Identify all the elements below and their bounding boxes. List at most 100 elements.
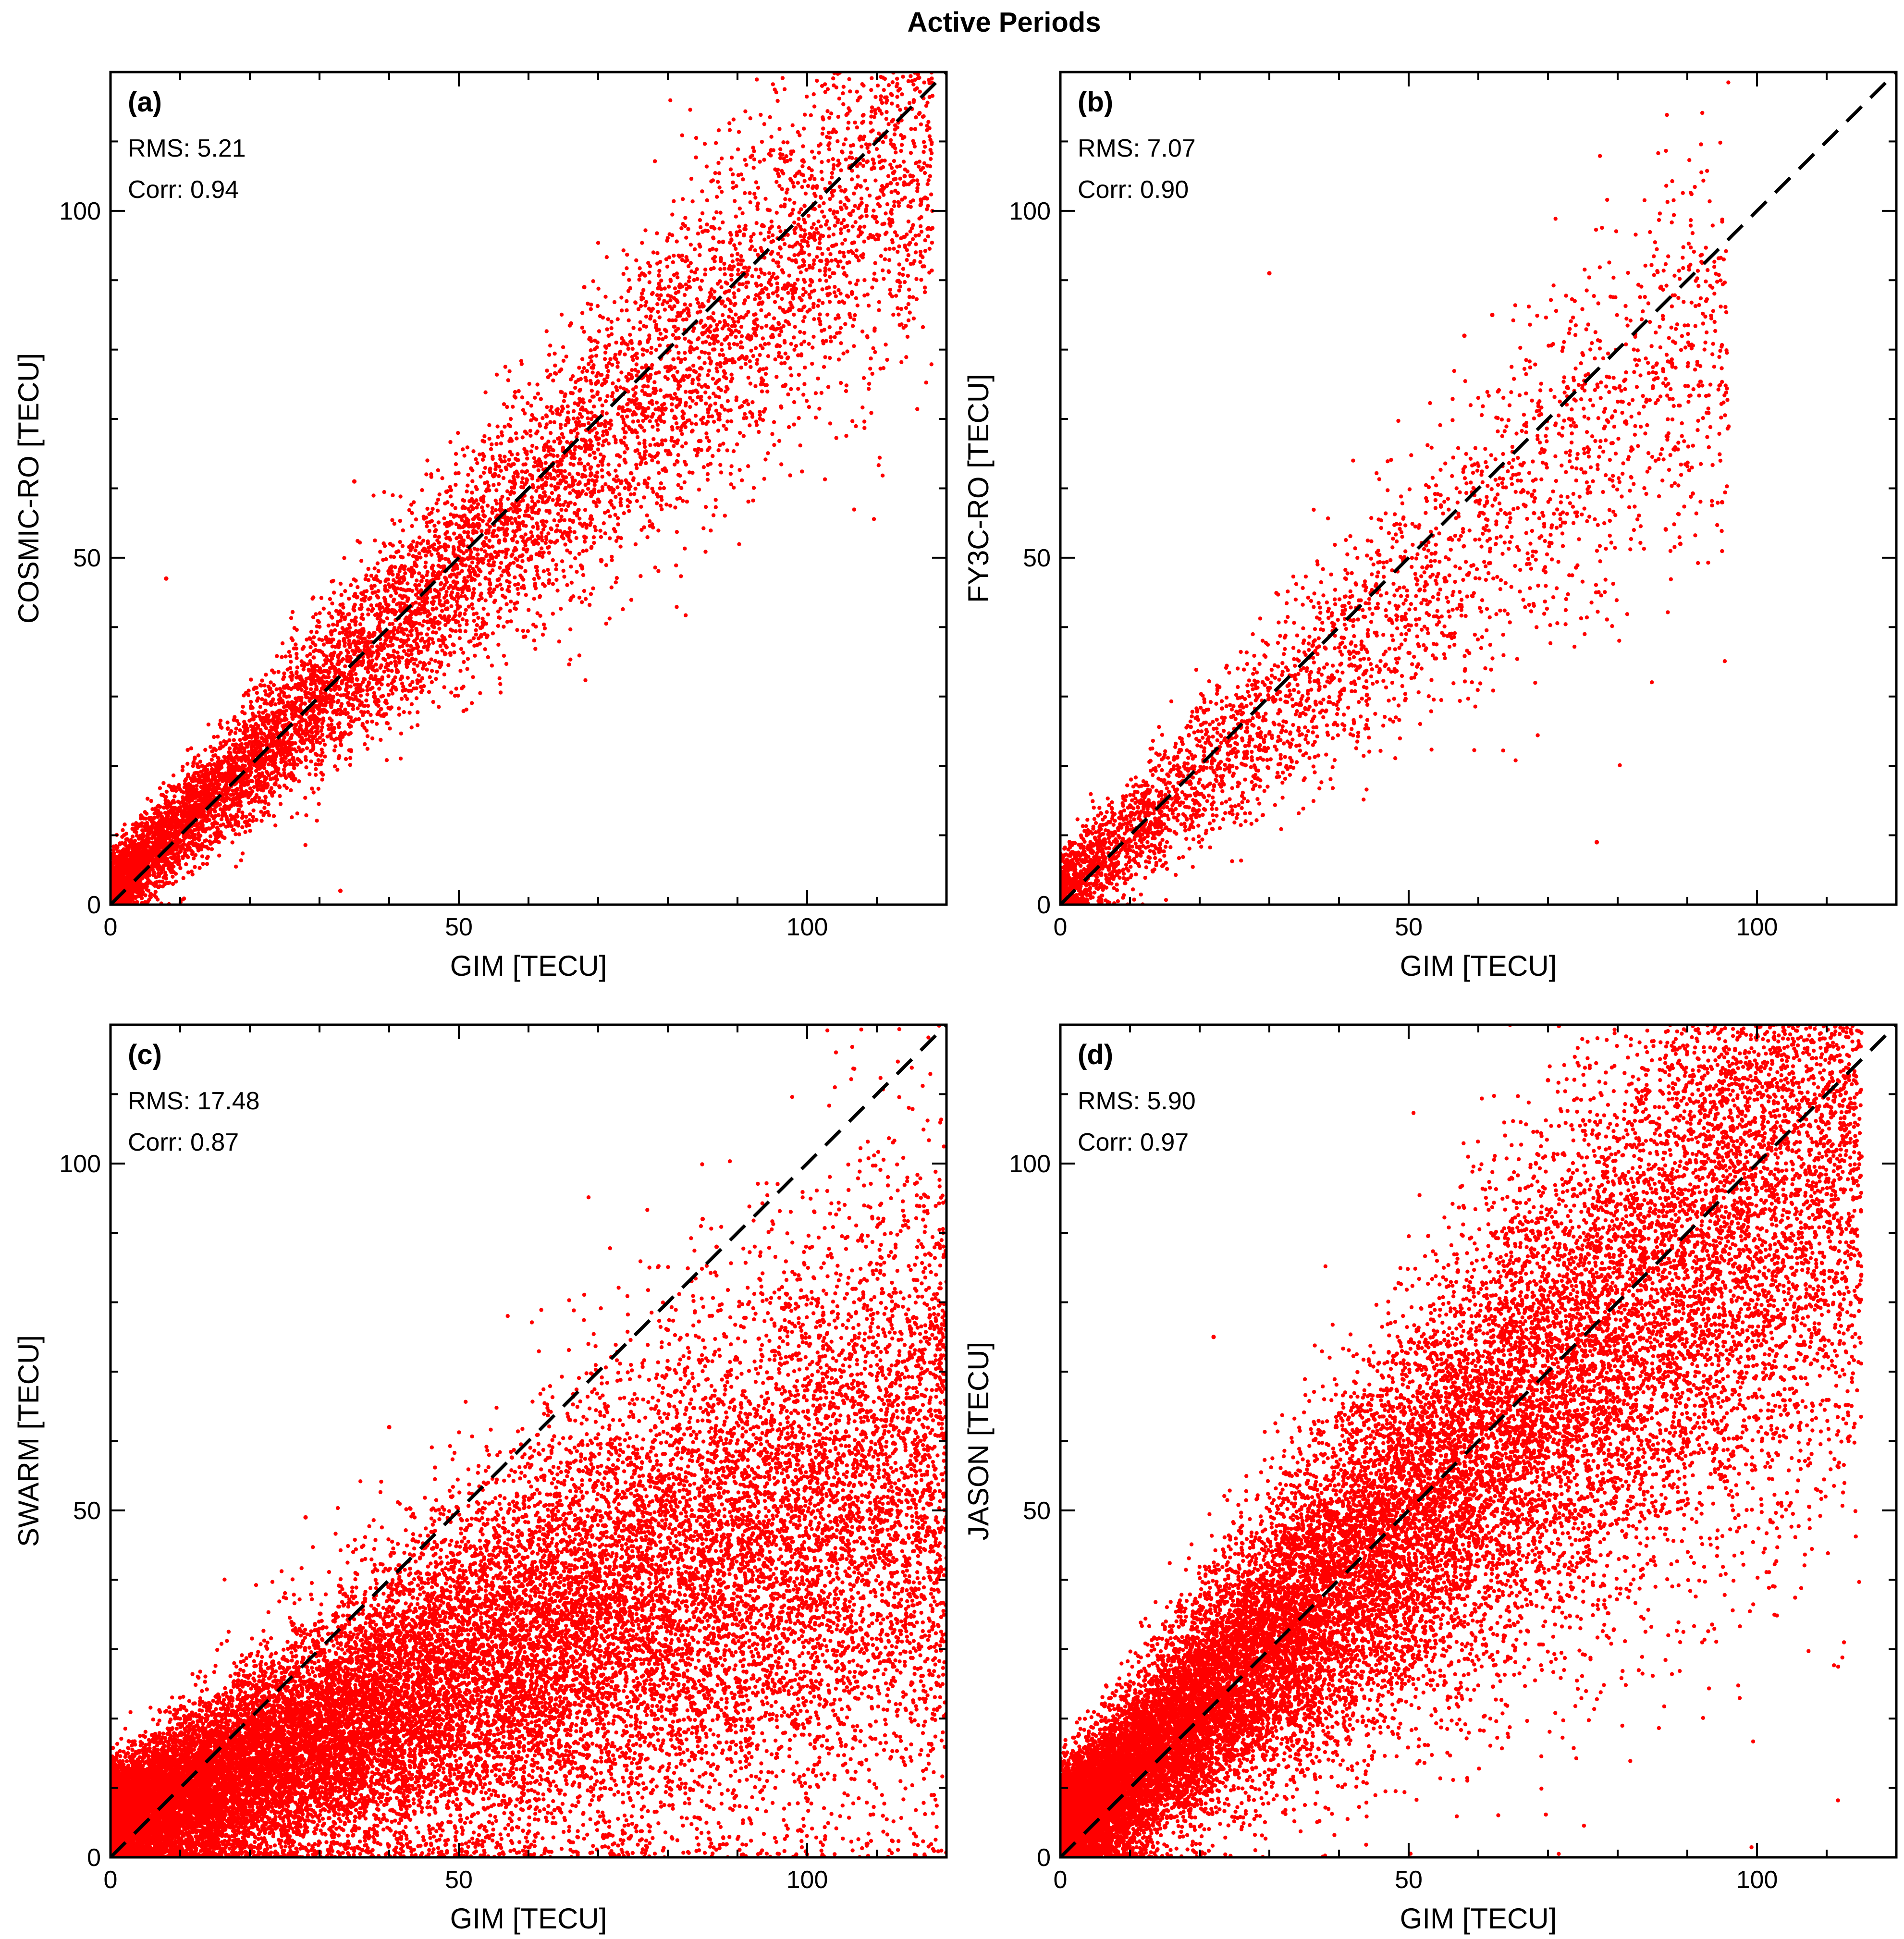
scatter-point	[528, 434, 532, 438]
scatter-point	[249, 677, 253, 681]
scatter-point	[295, 652, 298, 656]
scatter-point	[844, 434, 848, 438]
scatter-point	[742, 400, 746, 404]
scatter-point	[831, 157, 835, 161]
scatter-point	[839, 381, 843, 385]
scatter-point	[219, 741, 222, 745]
scatter-point	[544, 541, 548, 545]
scatter-point	[664, 449, 668, 453]
scatter-point	[800, 164, 804, 168]
scatter-point	[516, 592, 520, 596]
scatter-point	[734, 247, 737, 251]
scatter-point	[844, 137, 848, 141]
scatter-point	[723, 267, 726, 270]
scatter-point	[405, 643, 409, 647]
scatter-point	[596, 464, 600, 467]
scatter-point	[509, 619, 513, 623]
scatter-point	[311, 655, 315, 659]
scatter-point	[480, 439, 484, 442]
scatter-point	[892, 143, 896, 147]
scatter-point	[603, 357, 607, 361]
scatter-point	[466, 575, 470, 578]
scatter-point	[439, 644, 442, 648]
scatter-point	[929, 157, 933, 161]
scatter-point	[755, 358, 759, 362]
scatter-point	[662, 402, 666, 406]
scatter-point	[635, 362, 639, 366]
scatter-point	[847, 229, 850, 233]
scatter-point	[729, 237, 733, 241]
scatter-point	[855, 125, 859, 129]
scatter-point	[928, 174, 932, 178]
scatter-point	[585, 369, 589, 373]
scatter-point	[366, 607, 370, 611]
scatter-point	[521, 629, 525, 633]
scatter-point	[475, 505, 479, 509]
scatter-point	[615, 485, 619, 489]
scatter-point	[666, 294, 670, 297]
scatter-point	[684, 390, 688, 393]
scatter-point	[378, 666, 382, 670]
scatter-point	[783, 160, 787, 163]
scatter-point	[232, 738, 236, 742]
scatter-point	[214, 837, 218, 841]
scatter-point	[320, 759, 324, 762]
scatter-point	[623, 353, 626, 356]
scatter-point	[506, 378, 510, 382]
scatter-point	[606, 463, 610, 466]
scatter-point	[601, 404, 604, 407]
scatter-point	[810, 226, 814, 230]
scatter-point	[423, 640, 427, 644]
scatter-point	[860, 405, 864, 409]
scatter-point	[884, 247, 887, 251]
scatter-point	[919, 278, 923, 282]
scatter-point	[509, 600, 513, 603]
scatter-point	[862, 426, 866, 430]
scatter-point	[614, 513, 617, 517]
scatter-point	[512, 549, 516, 552]
scatter-point	[696, 232, 700, 235]
scatter-point	[688, 405, 692, 409]
scatter-point	[515, 540, 519, 544]
scatter-point	[762, 477, 766, 481]
scatter-point	[781, 140, 785, 144]
scatter-point	[759, 283, 763, 287]
scatter-point	[792, 313, 796, 317]
scatter-point	[897, 289, 901, 293]
scatter-point	[610, 363, 614, 367]
scatter-point	[517, 515, 521, 519]
scatter-point	[615, 365, 619, 368]
scatter-point	[576, 482, 580, 486]
scatter-point	[569, 565, 573, 568]
scatter-point	[637, 442, 641, 445]
scatter-point	[184, 862, 188, 866]
scatter-point	[871, 372, 874, 376]
scatter-point	[599, 559, 603, 563]
scatter-point	[502, 402, 506, 406]
scatter-point	[732, 486, 736, 490]
scatter-point	[673, 505, 677, 509]
scatter-point	[547, 495, 551, 499]
scatter-point	[772, 443, 776, 447]
scatter-point	[851, 224, 855, 228]
scatter-point	[555, 497, 559, 501]
scatter-point	[798, 443, 802, 447]
scatter-point	[498, 566, 502, 570]
scatter-point	[241, 705, 245, 709]
scatter-point	[789, 373, 793, 377]
scatter-point	[489, 594, 492, 598]
scatter-point	[461, 651, 465, 655]
scatter-point	[405, 697, 409, 701]
scatter-point	[549, 483, 553, 487]
scatter-point	[205, 845, 209, 849]
scatter-point	[814, 416, 818, 419]
scatter-point	[872, 271, 876, 275]
scatter-point	[273, 702, 277, 706]
scatter-point	[703, 550, 707, 553]
scatter-point	[698, 305, 701, 308]
scatter-point	[852, 507, 856, 511]
scatter-point	[718, 211, 722, 215]
scatter-point	[551, 612, 555, 615]
scatter-point	[502, 654, 506, 658]
